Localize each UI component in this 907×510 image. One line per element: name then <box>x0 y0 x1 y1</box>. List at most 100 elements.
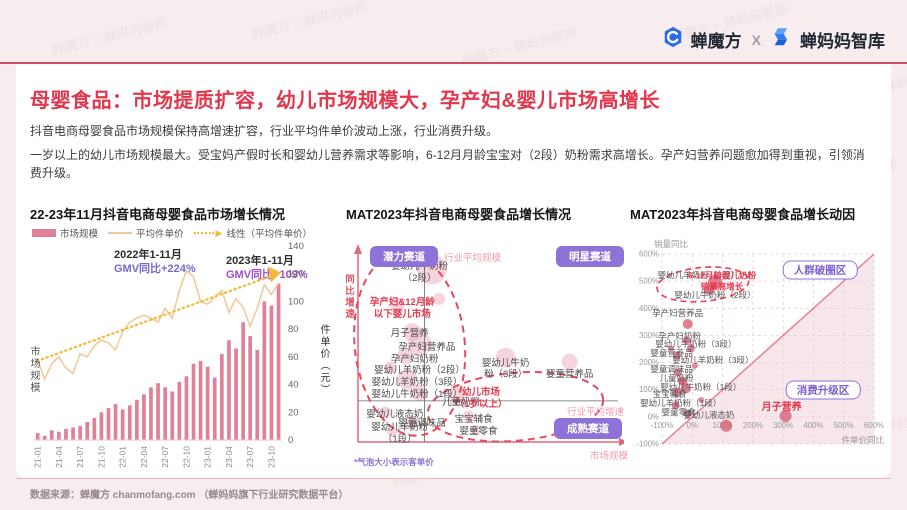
scatter-point-label: 婴幼儿牛奶粉（1段） <box>660 381 742 392</box>
chanmofang-logo-icon <box>662 26 684 53</box>
y-tick-label: -100% <box>636 440 659 449</box>
x-tick-label: 0% <box>687 421 698 430</box>
y-tick-label: 300% <box>639 331 659 340</box>
trend-swatch-icon <box>193 232 214 234</box>
market-size-bar <box>135 399 139 440</box>
chart-category-matrix: MAT2023年抖音电商母婴食品增长情况 同比增速 潜力赛道 明星赛道 成熟赛道… <box>343 204 628 472</box>
scatter-category-label: 婴幼儿液态奶 <box>366 408 424 420</box>
scatter-dot <box>673 351 682 360</box>
scatter-dot <box>683 409 692 418</box>
legend-trend: 线性（平均件单价） <box>193 226 312 240</box>
scatter-category-label: 幼儿市场 （1岁以上） <box>454 387 508 410</box>
scatter-category-label: 儿童奶粉 <box>442 396 481 408</box>
market-size-bar <box>248 336 252 440</box>
chart1-plot: 21-01 21-04 21-07 21-10 22-01 22-04 22-07 22-10… <box>33 241 304 468</box>
summary-paragraph-2: 一岁以上的幼儿市场规模最大。受宝妈产假时长和婴幼儿营养需求等影响，6-12月月龄… <box>30 148 865 180</box>
y-tick-label: 120 <box>288 269 304 280</box>
market-size-bar <box>255 349 260 440</box>
bar-swatch-icon <box>32 229 56 237</box>
x-tick-label: 600% <box>864 421 884 430</box>
x-axis-arrow-icon <box>619 438 624 446</box>
scatter-category-label: 婴幼儿羊奶粉（3段） <box>371 377 463 389</box>
scatter-dot <box>720 419 733 432</box>
category-bubble <box>390 297 405 312</box>
y-tick-label: 400% <box>639 304 659 313</box>
y-tick-label: 200% <box>639 358 659 367</box>
badge-consumption-upgrade-zone: 消费升级区 <box>785 380 861 400</box>
market-size-bar <box>170 391 175 440</box>
badge-potential-track: 潜力赛道 <box>370 246 438 267</box>
scatter-dot <box>682 319 693 329</box>
market-size-bar <box>269 305 274 440</box>
scatter-category-label: 婴幼儿牛奶粉（1段） <box>371 389 463 401</box>
scatter-dot <box>682 336 691 345</box>
ref-industry-avg-growth: 行业平均增速 <box>566 407 624 418</box>
y-tick-label: 100 <box>288 296 304 307</box>
badge-audience-breakout-zone: 人群破圈区 <box>782 260 858 280</box>
annotation-2023-gmv: 2023年1-11月 GMV同比+109% <box>226 255 308 282</box>
market-size-bar <box>191 363 196 440</box>
market-size-bar <box>57 431 61 440</box>
category-bubble <box>407 332 432 356</box>
scatter-category-label: 婴幼儿羊奶粉（2段） <box>374 365 465 377</box>
market-size-bar <box>120 409 125 440</box>
trend-arrow-icon <box>268 266 281 283</box>
scatter-category-label: 孕产妇奶粉 <box>390 353 439 365</box>
market-size-bar <box>205 366 210 440</box>
market-size-bar <box>234 348 238 440</box>
x-tick-label: 21-10 <box>96 446 106 468</box>
footer-divider <box>16 478 891 479</box>
trend-line <box>35 275 272 363</box>
x-tick-label: 22-10 <box>181 446 191 468</box>
scatter-dot <box>673 368 682 377</box>
x-tick-label: 21-04 <box>54 446 64 468</box>
scatter-point-label: 婴幼儿牛奶粉（2段） <box>674 290 756 301</box>
y-tick-label: 60 <box>288 352 299 363</box>
brand-right-label: 蝉妈妈智库 <box>800 32 885 51</box>
market-size-bar <box>85 422 90 440</box>
y-tick-label: 500% <box>639 277 659 286</box>
scatter-category-label: 孕产妇营养品 <box>398 341 456 353</box>
x-tick-label: 200% <box>743 421 763 430</box>
category-bubble <box>561 353 578 370</box>
chanmama-logo-icon <box>771 26 793 53</box>
market-size-bar <box>156 383 160 440</box>
watermark-text: 蝉魔方 × 蝉妈妈智库 <box>250 0 370 43</box>
x-tick-label: 23-10 <box>266 446 276 468</box>
scatter-point-label: 婴童营养品 <box>650 347 693 358</box>
category-bubble <box>433 292 446 305</box>
scatter-dot <box>691 362 698 369</box>
market-size-bar <box>113 404 118 440</box>
y-tick-label: 600% <box>639 250 659 259</box>
category-bubble <box>397 369 418 390</box>
market-size-bar <box>212 377 217 440</box>
y-tick-label: 140 <box>288 241 304 252</box>
x-tick-label: 22-04 <box>139 446 149 468</box>
scatter-point-label: 月子营养 <box>761 402 802 414</box>
chart3-highlight-annotation: 6-12月龄婴儿奶粉 销量高增长 <box>687 270 757 292</box>
category-bubble <box>495 347 516 368</box>
y-tick-label: 0 <box>288 435 293 446</box>
market-size-bar <box>92 417 97 440</box>
market-size-bar <box>106 408 111 440</box>
content-card: 母婴食品：市场提质扩容，幼儿市场规模大，孕产妇&婴儿市场高增长 抖音电商母婴食品… <box>16 64 891 478</box>
legend-avg-price: 平均件单价 <box>108 226 184 240</box>
market-size-bar <box>262 301 267 440</box>
scatter-point-label: 婴幼儿羊奶粉（3段） <box>672 355 754 366</box>
scatter-dot <box>671 401 680 410</box>
market-size-bar <box>49 430 54 440</box>
scatter-point-label: 婴幼儿羊奶粉（1段） <box>640 397 722 408</box>
diagonal-reference-line <box>661 253 875 445</box>
ref-industry-avg-size: 行业平均规模 <box>444 253 502 264</box>
scatter-category-label: 婴幼儿牛奶 粉（3段） <box>481 357 530 381</box>
chart1-left-axis-label: 市场规模 <box>28 346 39 394</box>
scatter-point-label: 婴童零食 <box>661 406 696 417</box>
category-bubble <box>384 361 396 374</box>
brand-lockup: 蝉魔方 X 蝉妈妈智库 <box>662 26 885 53</box>
category-bubble <box>379 406 392 419</box>
chart1-legend: 市场规模 平均件单价 线性（平均件单价） <box>32 226 312 240</box>
scatter-point-label: 婴幼儿牛奶粉（3段） <box>655 339 737 350</box>
x-tick-label: -100% <box>651 421 674 430</box>
scatter-dot <box>668 345 675 352</box>
